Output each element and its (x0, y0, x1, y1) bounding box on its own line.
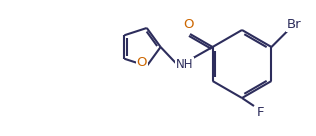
Text: Br: Br (287, 18, 302, 32)
Text: O: O (137, 55, 147, 69)
Text: F: F (256, 106, 264, 120)
Text: NH: NH (176, 58, 193, 70)
Text: O: O (183, 18, 194, 31)
